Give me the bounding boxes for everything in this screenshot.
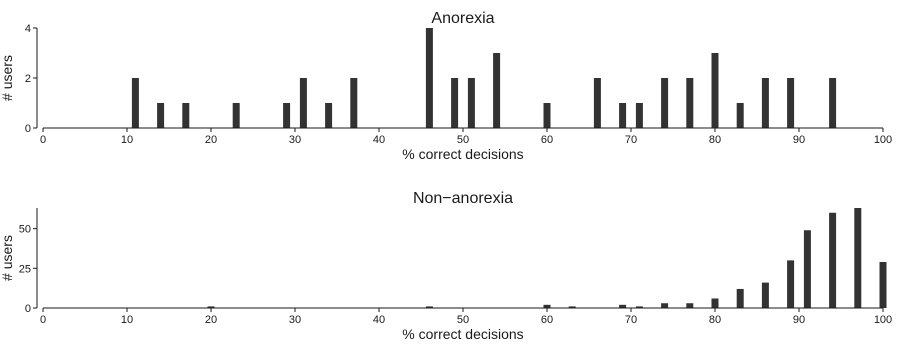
bar-63: [568, 306, 576, 308]
bar-74: [661, 78, 669, 128]
bar-37: [350, 78, 358, 128]
y-tick-label: 50: [19, 224, 31, 236]
x-axis-label: % correct decisions: [402, 146, 523, 162]
y-tick-label: 0: [25, 123, 31, 135]
bar-94: [829, 212, 837, 308]
bar-86: [761, 78, 769, 128]
x-tick-label: 30: [289, 134, 301, 146]
panel-2: Non−anorexia 0 10 20 30 40 50 60 70 80 90 100 0 25 50%…: [0, 190, 892, 342]
y-axis-label: # users: [0, 235, 15, 281]
x-tick-label: 20: [205, 134, 217, 146]
x-tick-label: 0: [40, 134, 46, 146]
x-tick-label: 0: [40, 314, 46, 326]
bar-80: [711, 298, 719, 308]
x-tick-label: 70: [625, 314, 637, 326]
bar-49: [451, 78, 459, 128]
x-tick-label: 60: [541, 314, 553, 326]
x-tick-label: 20: [205, 314, 217, 326]
bar-97: [854, 208, 862, 308]
bar-46: [425, 306, 433, 308]
bar-60: [543, 304, 551, 308]
x-tick-label: 90: [793, 314, 805, 326]
x-axis-label: % correct decisions: [402, 326, 523, 342]
bar-71: [635, 103, 643, 128]
bar-23: [232, 103, 240, 128]
bar-60: [543, 103, 551, 128]
bar-31: [299, 78, 307, 128]
bar-54: [493, 53, 501, 128]
bar-29: [283, 103, 291, 128]
panel-1: Anorexia 0 10 20 30 40 50 60 70 80 90 100 0 2 4 % corre…: [0, 10, 892, 162]
bar-11: [131, 78, 139, 128]
x-tick-label: 40: [373, 134, 385, 146]
bar-71: [635, 306, 643, 308]
y-tick-label: 0: [25, 303, 31, 315]
x-tick-label: 70: [625, 134, 637, 146]
bar-66: [593, 78, 601, 128]
bar-17: [182, 103, 190, 128]
bar-91: [803, 230, 811, 308]
bar-77: [686, 303, 694, 308]
bar-77: [686, 78, 694, 128]
x-tick-label: 10: [121, 134, 133, 146]
y-axis-label: # users: [0, 55, 15, 101]
bar-51: [467, 78, 475, 128]
bar-83: [736, 103, 744, 128]
y-tick-label: 2: [25, 73, 31, 85]
bar-100: [879, 261, 887, 308]
x-tick-label: 40: [373, 314, 385, 326]
bar-89: [787, 260, 795, 308]
y-tick-label: 25: [19, 263, 31, 275]
x-tick-label: 80: [709, 314, 721, 326]
x-tick-label: 60: [541, 134, 553, 146]
x-tick-label: 100: [874, 134, 892, 146]
bar-83: [736, 288, 744, 308]
bar-69: [619, 304, 627, 308]
x-tick-label: 80: [709, 134, 721, 146]
bar-94: [829, 78, 837, 128]
bar-14: [157, 103, 165, 128]
x-tick-label: 50: [457, 134, 469, 146]
x-tick-label: 90: [793, 134, 805, 146]
bar-80: [711, 53, 719, 128]
bar-20: [207, 306, 215, 308]
bar-69: [619, 103, 627, 128]
x-tick-label: 30: [289, 314, 301, 326]
bar-74: [661, 303, 669, 308]
bars: [207, 208, 887, 308]
bar-86: [761, 282, 769, 308]
x-tick-label: 100: [874, 314, 892, 326]
bars: [131, 28, 837, 128]
x-tick-label: 50: [457, 314, 469, 326]
chart-title: Non−anorexia: [413, 190, 513, 207]
bar-89: [787, 78, 795, 128]
bar-46: [425, 28, 433, 128]
x-tick-label: 10: [121, 314, 133, 326]
chart-title: Anorexia: [431, 10, 494, 27]
bar-34: [325, 103, 333, 128]
y-tick-label: 4: [25, 23, 31, 35]
